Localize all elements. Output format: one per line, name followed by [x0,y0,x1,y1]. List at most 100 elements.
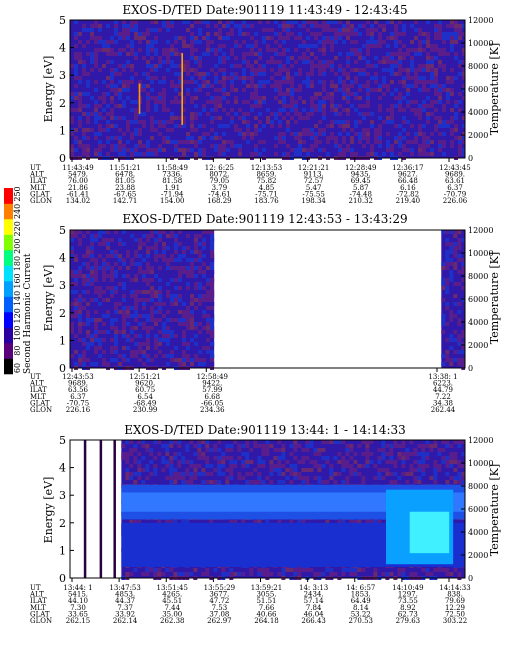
heatmap-cell [293,472,298,476]
heatmap-cell [449,258,454,262]
heatmap-cell [98,318,102,322]
heatmap-cell [145,444,150,448]
heatmap-cell [346,148,350,152]
heatmap-cell [402,144,406,148]
heatmap-cell [257,464,262,468]
heatmap-cell [365,448,370,452]
heatmap-cell [233,464,238,468]
heatmap-cell [286,36,290,40]
table-cell: 134.02 [66,197,91,205]
heatmap-cell [258,72,262,76]
heatmap-cell [453,460,458,464]
heatmap-cell [134,278,138,282]
heatmap-cell [170,100,174,104]
heatmap-cell [445,302,450,306]
heatmap-cell [461,464,466,468]
heatmap-cell [378,84,382,88]
heatmap-cell [370,44,374,48]
heatmap-cell [309,460,314,464]
heatmap-cell [266,28,270,32]
heatmap-cell [277,440,282,444]
heatmap-cell [254,144,258,148]
heatmap-cell [446,24,450,28]
heatmap-cell [253,520,258,524]
heatmap-cell [389,456,394,460]
heatmap-cell [321,448,326,452]
heatmap-cell [353,460,358,464]
heatmap-cell [122,48,126,52]
heatmap-cell [458,64,462,68]
heatmap-cell [150,152,154,156]
heatmap-cell [270,124,274,128]
heatmap-cell [426,104,430,108]
heatmap-cell [194,128,198,132]
heatmap-cell [118,96,122,100]
heatmap-cell [410,108,414,112]
heatmap-cell [354,108,358,112]
heatmap-cell [138,40,142,44]
heatmap-cell [406,148,410,152]
heatmap-cell [122,64,126,68]
heatmap-cell [169,464,174,468]
heatmap-cell [342,40,346,44]
heatmap-cell [102,80,106,84]
heatmap-cell [173,468,178,472]
heatmap-cell [170,128,174,132]
y-tick-label: 5 [59,14,66,27]
heatmap-cell [202,346,206,350]
heatmap-cell [194,96,198,100]
heatmap-cell [98,286,102,290]
heatmap-cell [286,152,290,156]
heatmap-cell [449,262,454,266]
heatmap-cell [198,64,202,68]
heatmap-cell [114,40,118,44]
table-cell: 47.72 [209,597,229,605]
heatmap-cell [166,60,170,64]
heatmap-cell [86,358,90,362]
heatmap-cell [449,314,454,318]
heatmap-cell [265,520,270,524]
heatmap-cell [357,472,362,476]
heatmap-cell [222,152,226,156]
heatmap-cell [186,326,190,330]
y-tick-label: 2 [59,517,66,530]
heatmap-cell [185,448,190,452]
heatmap-cell [94,56,98,60]
table-cell: 262.38 [160,617,185,625]
heatmap-cell [98,152,102,156]
heatmap-cell [442,120,446,124]
heatmap-cell [82,128,86,132]
heatmap-cell [434,108,438,112]
colorbar-swatch [4,234,13,251]
heatmap-cell [161,456,166,460]
heatmap-cell [289,444,294,448]
heatmap-cell [106,362,110,366]
heatmap-cell [401,444,406,448]
heatmap-cell [266,48,270,52]
heatmap-cell [154,108,158,112]
heatmap-cell [298,96,302,100]
heatmap-cell [382,28,386,32]
heatmap-cell [98,266,102,270]
heatmap-cell [290,116,294,120]
heatmap-cell [398,32,402,36]
heatmap-cell [182,36,186,40]
heatmap-cell [146,52,150,56]
heatmap-cell [329,568,334,572]
heatmap-cell [377,520,382,524]
heatmap-cell [154,242,158,246]
heatmap-cell [138,350,142,354]
heatmap-cell [186,80,190,84]
heatmap-cell [342,96,346,100]
heatmap-cell [262,148,266,152]
heatmap-cell [142,326,146,330]
heatmap-cell [202,108,206,112]
heatmap-spike [99,440,103,578]
heatmap-cell [130,234,134,238]
heatmap-cell [157,572,162,576]
heatmap-cell [102,338,106,342]
heatmap-cell [165,448,170,452]
heatmap-cell [358,120,362,124]
heatmap-cell [137,476,142,480]
heatmap-cell [441,262,446,266]
